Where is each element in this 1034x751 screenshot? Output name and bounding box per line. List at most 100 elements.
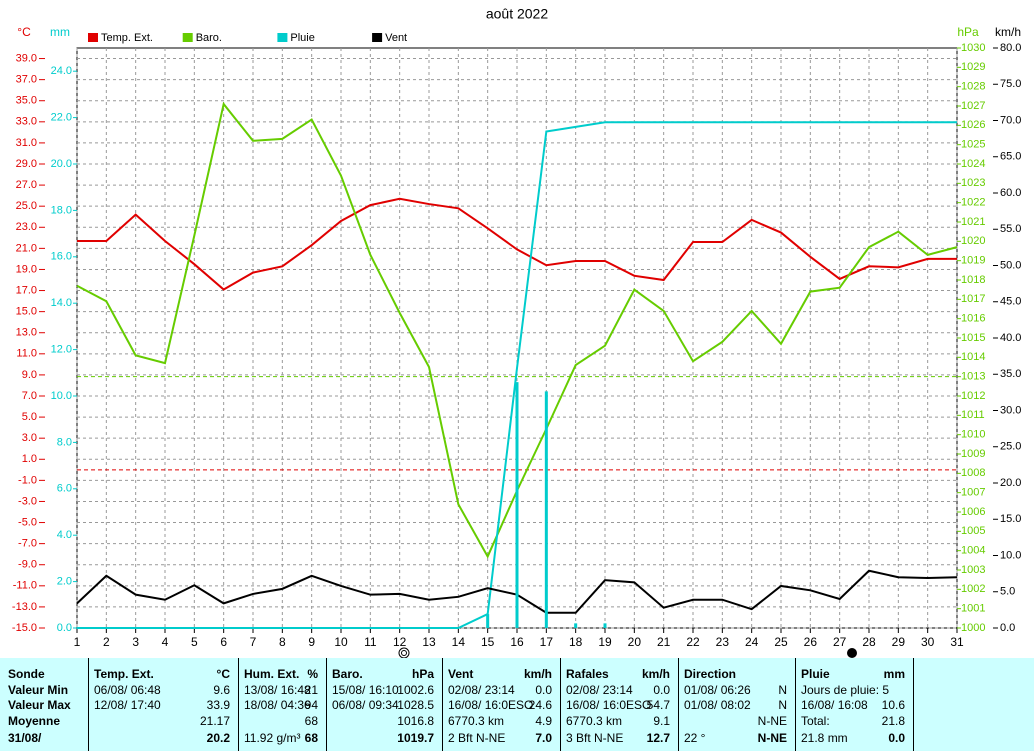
cell-value: 9.6: [213, 683, 230, 697]
column-header: Rafales: [566, 667, 609, 681]
y-tick-label: 35.0: [1000, 368, 1021, 380]
y3-axis-unit: hPa: [957, 25, 979, 39]
y-tick-label: 7.0: [22, 390, 37, 402]
cell-text: 12/08/ 17:40: [94, 698, 161, 712]
x-tick-label: 5: [191, 635, 198, 649]
cell-value: 21.17: [199, 714, 230, 728]
y-tick-label: 1008: [961, 467, 985, 479]
y-tick-label: 0.0: [1000, 622, 1015, 634]
y-tick-label: 1028: [961, 81, 985, 93]
y-tick-label: 50.0: [1000, 259, 1021, 271]
x-tick-label: 19: [598, 635, 612, 649]
y-tick-label: 1001: [961, 603, 985, 615]
y-tick-label: 8.0: [57, 436, 72, 448]
legend-label: Temp. Ext.: [101, 32, 153, 44]
cell-value: 0.0: [535, 683, 552, 697]
y-tick-label: 16.0: [51, 251, 72, 263]
y-tick-label: 45.0: [1000, 296, 1021, 308]
column-unit: °C: [216, 667, 230, 681]
y-tick-label: 2.0: [57, 576, 72, 588]
x-tick-label: 25: [774, 635, 788, 649]
row-label: Sonde: [8, 667, 45, 681]
y-tick-label: -1.0: [18, 474, 37, 486]
cell-value: 24.6: [528, 698, 552, 712]
column-separator: [795, 658, 796, 751]
x-tick-label: 30: [921, 635, 935, 649]
y-tick-label: 1017: [961, 293, 985, 305]
y-tick-label: -5.0: [18, 516, 37, 528]
x-tick-label: 23: [716, 635, 730, 649]
y-tick-label: 1010: [961, 429, 985, 441]
y-tick-label: 75.0: [1000, 78, 1021, 90]
cell-value: 21: [304, 683, 318, 697]
x-tick-label: 26: [804, 635, 818, 649]
y-tick-label: 25.0: [16, 200, 37, 212]
x-tick-label: 6: [220, 635, 227, 649]
y-tick-label: 80.0: [1000, 42, 1021, 54]
x-tick-label: 20: [628, 635, 642, 649]
y-tick-label: 39.0: [16, 52, 37, 64]
y-tick-label: 4.0: [57, 529, 72, 541]
y-tick-label: 12.0: [51, 344, 72, 356]
y-tick-label: 1005: [961, 525, 985, 537]
y-tick-label: 24.0: [51, 65, 72, 77]
column-separator: [326, 658, 327, 751]
column-header: Temp. Ext.: [94, 667, 154, 681]
cell-value: 0.0: [888, 731, 905, 745]
legend-swatch: [277, 33, 288, 42]
column-separator: [913, 658, 914, 751]
y-tick-label: -7.0: [18, 538, 37, 550]
y-tick-label: 60.0: [1000, 187, 1021, 199]
y-tick-label: 10.0: [51, 390, 72, 402]
cell-value: N-NE: [757, 731, 787, 745]
y-tick-label: 1018: [961, 274, 985, 286]
legend-swatch: [372, 33, 383, 42]
y-tick-label: 65.0: [1000, 151, 1021, 163]
cell-value: 10.6: [881, 698, 905, 712]
chart-title: août 2022: [486, 6, 548, 22]
row-label: Moyenne: [8, 714, 61, 728]
column-separator: [88, 658, 89, 751]
y-tick-label: 20.0: [1000, 477, 1021, 489]
cell-text: 21.8 mm: [801, 731, 848, 745]
legend-label: Vent: [385, 32, 407, 44]
cell-value: 54.7: [646, 698, 670, 712]
y-tick-label: 1007: [961, 487, 985, 499]
cell-text: 6770.3 km: [448, 714, 505, 728]
column-unit: hPa: [411, 667, 434, 681]
cell-text: Jours de pluie: 5: [801, 683, 890, 697]
column-unit: km/h: [523, 667, 552, 681]
y-tick-label: 40.0: [1000, 332, 1021, 344]
cell-text: 16/08/ 16:08: [801, 698, 868, 712]
column-separator: [238, 658, 239, 751]
y-tick-label: 19.0: [16, 263, 37, 275]
x-tick-label: 7: [250, 635, 257, 649]
column-separator: [442, 658, 443, 751]
y-tick-label: 20.0: [51, 158, 72, 170]
cell-text: 16/08/ 16:0ESO: [448, 698, 534, 712]
y-tick-label: 1013: [961, 371, 985, 383]
y-tick-label: 1029: [961, 61, 985, 73]
x-tick-label: 10: [334, 635, 348, 649]
y-tick-label: 25.0: [1000, 441, 1021, 453]
y-tick-label: 10.0: [1000, 549, 1021, 561]
cell-text: 15/08/ 16:10: [332, 683, 399, 697]
cell-text: 01/08/ 08:02: [684, 698, 751, 712]
x-tick-label: 3: [132, 635, 139, 649]
y-tick-label: -13.0: [12, 601, 37, 613]
cell-text: 06/08/ 09:34: [332, 698, 399, 712]
cell-value: 33.9: [206, 698, 230, 712]
cell-value: N: [778, 683, 787, 697]
y-tick-label: 1002: [961, 583, 985, 595]
legend-swatch: [88, 33, 98, 42]
y-tick-label: 1025: [961, 139, 985, 151]
x-tick-label: 22: [686, 635, 700, 649]
cell-value: 68: [304, 731, 318, 745]
series-line: [77, 197, 957, 291]
cell-text: 18/08/ 04:36: [244, 698, 311, 712]
cell-text: 11.92 g/m³: [244, 731, 301, 745]
legend-swatch: [182, 33, 193, 42]
y-tick-label: 1023: [961, 177, 985, 189]
legend-label: Baro.: [196, 32, 222, 44]
x-tick-label: 21: [657, 635, 671, 649]
